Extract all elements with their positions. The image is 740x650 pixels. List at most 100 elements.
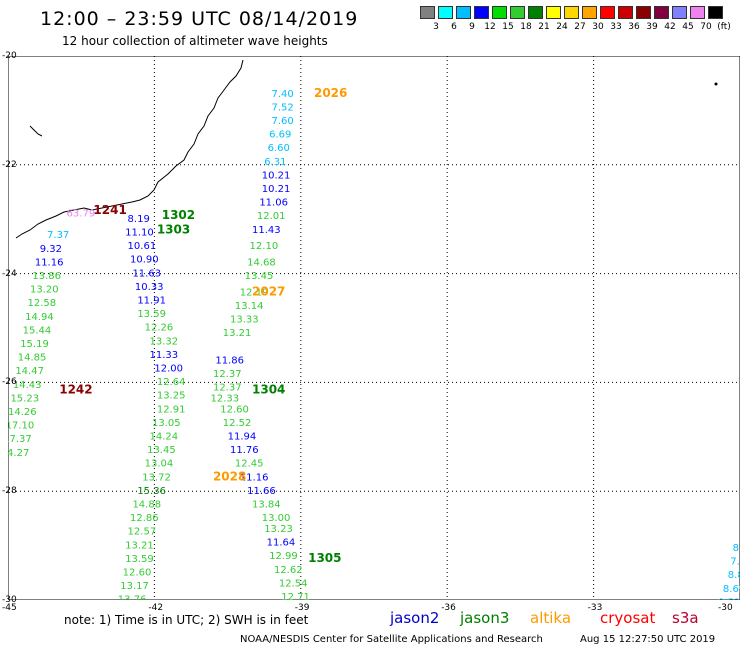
- colorbar-swatch: [528, 6, 543, 19]
- observation-layer: 7.40 7.52 7.60 6.69 6.60 6.31 10.21 10.21 11.06 1…: [8, 89, 740, 600]
- colorbar-label: 36: [628, 22, 640, 32]
- colorbar-label: 18: [520, 22, 532, 32]
- track-label: 2027: [252, 284, 285, 298]
- wave-height-value: 6.60: [268, 143, 290, 154]
- wave-height-value: 12.37: [213, 383, 242, 394]
- coastline-island: [29, 125, 43, 137]
- colorbar-swatch: [420, 6, 435, 19]
- wave-height-value: 11.64: [267, 538, 296, 549]
- wave-height-value: 15.23: [10, 393, 39, 404]
- wave-height-value: 11.16: [35, 257, 64, 268]
- wave-height-value: 10.90: [130, 255, 159, 266]
- wave-height-value: 7.60: [272, 116, 294, 127]
- footer-org: NOAA/NESDIS Center for Satellite Applica…: [240, 634, 543, 645]
- wave-height-value: 13.20: [30, 285, 59, 296]
- colorbar-swatch: [690, 6, 705, 19]
- colorbar-label: 12: [484, 22, 496, 32]
- wave-height-value: 14.94: [25, 312, 54, 323]
- wave-height-value: 8.19: [128, 214, 150, 225]
- wave-height-value: 14.24: [150, 432, 179, 443]
- colorbar-swatch: [474, 6, 489, 19]
- wave-height-value: 13.45: [245, 271, 274, 282]
- wave-height-value: 12.99: [269, 551, 298, 562]
- colorbar-label: 9: [469, 22, 475, 32]
- colorbar-swatch: [654, 6, 669, 19]
- track-label: 1241: [93, 203, 126, 217]
- legend-item-cryosat: cryosat: [600, 609, 656, 627]
- colorbar-label: 24: [556, 22, 568, 32]
- track-label: 2028: [213, 469, 246, 483]
- wave-height-value: 12.71: [281, 592, 310, 600]
- footer-timestamp: Aug 15 12:27:50 UTC 2019: [580, 634, 716, 645]
- wave-height-value: 10.61: [128, 241, 157, 252]
- wave-height-value: 17.37: [8, 434, 32, 445]
- wave-height-value: 14.85: [18, 353, 47, 364]
- colorbar-swatch: [672, 6, 687, 19]
- colorbar-swatch: [564, 6, 579, 19]
- wave-height-value: 13.59: [125, 554, 154, 565]
- wave-height-value: 12.91: [157, 404, 186, 415]
- wave-height-value: 8.53: [718, 597, 740, 600]
- wave-height-value: 7.3: [730, 557, 740, 568]
- wave-height-value: 13.05: [152, 418, 181, 429]
- wave-height-value: 11.33: [150, 350, 179, 361]
- wave-height-value: 11.16: [240, 472, 269, 483]
- map-frame: [8, 56, 740, 600]
- colorbar-label: 45: [682, 22, 694, 32]
- colorbar-label: 21: [538, 22, 550, 32]
- note-text: note: 1) Time is in UTC; 2) SWH is in fe…: [64, 613, 309, 627]
- colorbar-swatch: [582, 6, 597, 19]
- wave-height-value: 11.76: [230, 445, 259, 456]
- wave-height-value: 7.40: [272, 89, 294, 100]
- wave-height-value: 13.21: [223, 328, 252, 339]
- wave-height-value: 12.26: [145, 323, 174, 334]
- wave-height-value: 14.47: [15, 366, 44, 377]
- wave-height-value: 14.27: [8, 448, 29, 459]
- x-axis-label: -30: [718, 603, 733, 613]
- wave-height-value: 13.84: [252, 500, 281, 511]
- colorbar-swatch: [636, 6, 651, 19]
- track-label: 1304: [252, 382, 285, 396]
- colorbar-swatch: [618, 6, 633, 19]
- wave-height-value: 13.45: [147, 445, 176, 456]
- colorbar-swatch: [492, 6, 507, 19]
- wave-height-value: 13.86: [32, 271, 61, 282]
- wave-height-value: 13.76: [118, 595, 147, 600]
- wave-height-value: 12.37: [213, 369, 242, 380]
- wave-height-value: 10.21: [262, 184, 291, 195]
- wave-height-value: 6.69: [269, 130, 291, 141]
- wave-height-value: 63.79: [67, 208, 96, 219]
- map-svg: 7.40 7.52 7.60 6.69 6.60 6.31 10.21 10.21 11.06 1…: [8, 56, 740, 600]
- colorbar-label: 30: [592, 22, 604, 32]
- track-label: 1305: [308, 551, 341, 565]
- y-axis-label: -20: [2, 51, 17, 61]
- wave-height-value: 12.45: [235, 459, 264, 470]
- wave-height-value: 15.44: [23, 325, 52, 336]
- x-axis-label: -33: [587, 603, 603, 613]
- wave-height-value: 11.10: [125, 228, 154, 239]
- colorbar-label: 15: [502, 22, 514, 32]
- wave-height-value: 8.69: [723, 584, 740, 595]
- wave-height-value: 13.72: [142, 472, 171, 483]
- wave-height-value: 6.31: [264, 157, 286, 168]
- wave-height-value: 11.94: [228, 432, 257, 443]
- grid-lines: [8, 56, 740, 600]
- map-title: 12:00 – 23:59 UTC 08/14/2019: [40, 8, 359, 30]
- coastline: [15, 59, 244, 239]
- colorbar-swatch: [708, 6, 723, 19]
- wave-height-value: 12.60: [123, 568, 152, 579]
- wave-height-value: 15.19: [20, 339, 49, 350]
- wave-height-value: 12.86: [130, 513, 159, 524]
- colorbar-label: (ft): [717, 22, 731, 32]
- wave-height-value: 13.21: [125, 540, 154, 551]
- wave-height-value: 10.33: [135, 282, 164, 293]
- colorbar-swatch: [438, 6, 453, 19]
- wave-height-value: 11.43: [252, 225, 281, 236]
- wave-height-value: 12.19: [240, 287, 269, 298]
- wave-height-value: 14.26: [8, 407, 37, 418]
- colorbar-label: 70: [700, 22, 712, 32]
- wave-height-value: 10.21: [262, 170, 291, 181]
- wave-height-value: 12.58: [28, 298, 57, 309]
- colorbar-label: 42: [664, 22, 676, 32]
